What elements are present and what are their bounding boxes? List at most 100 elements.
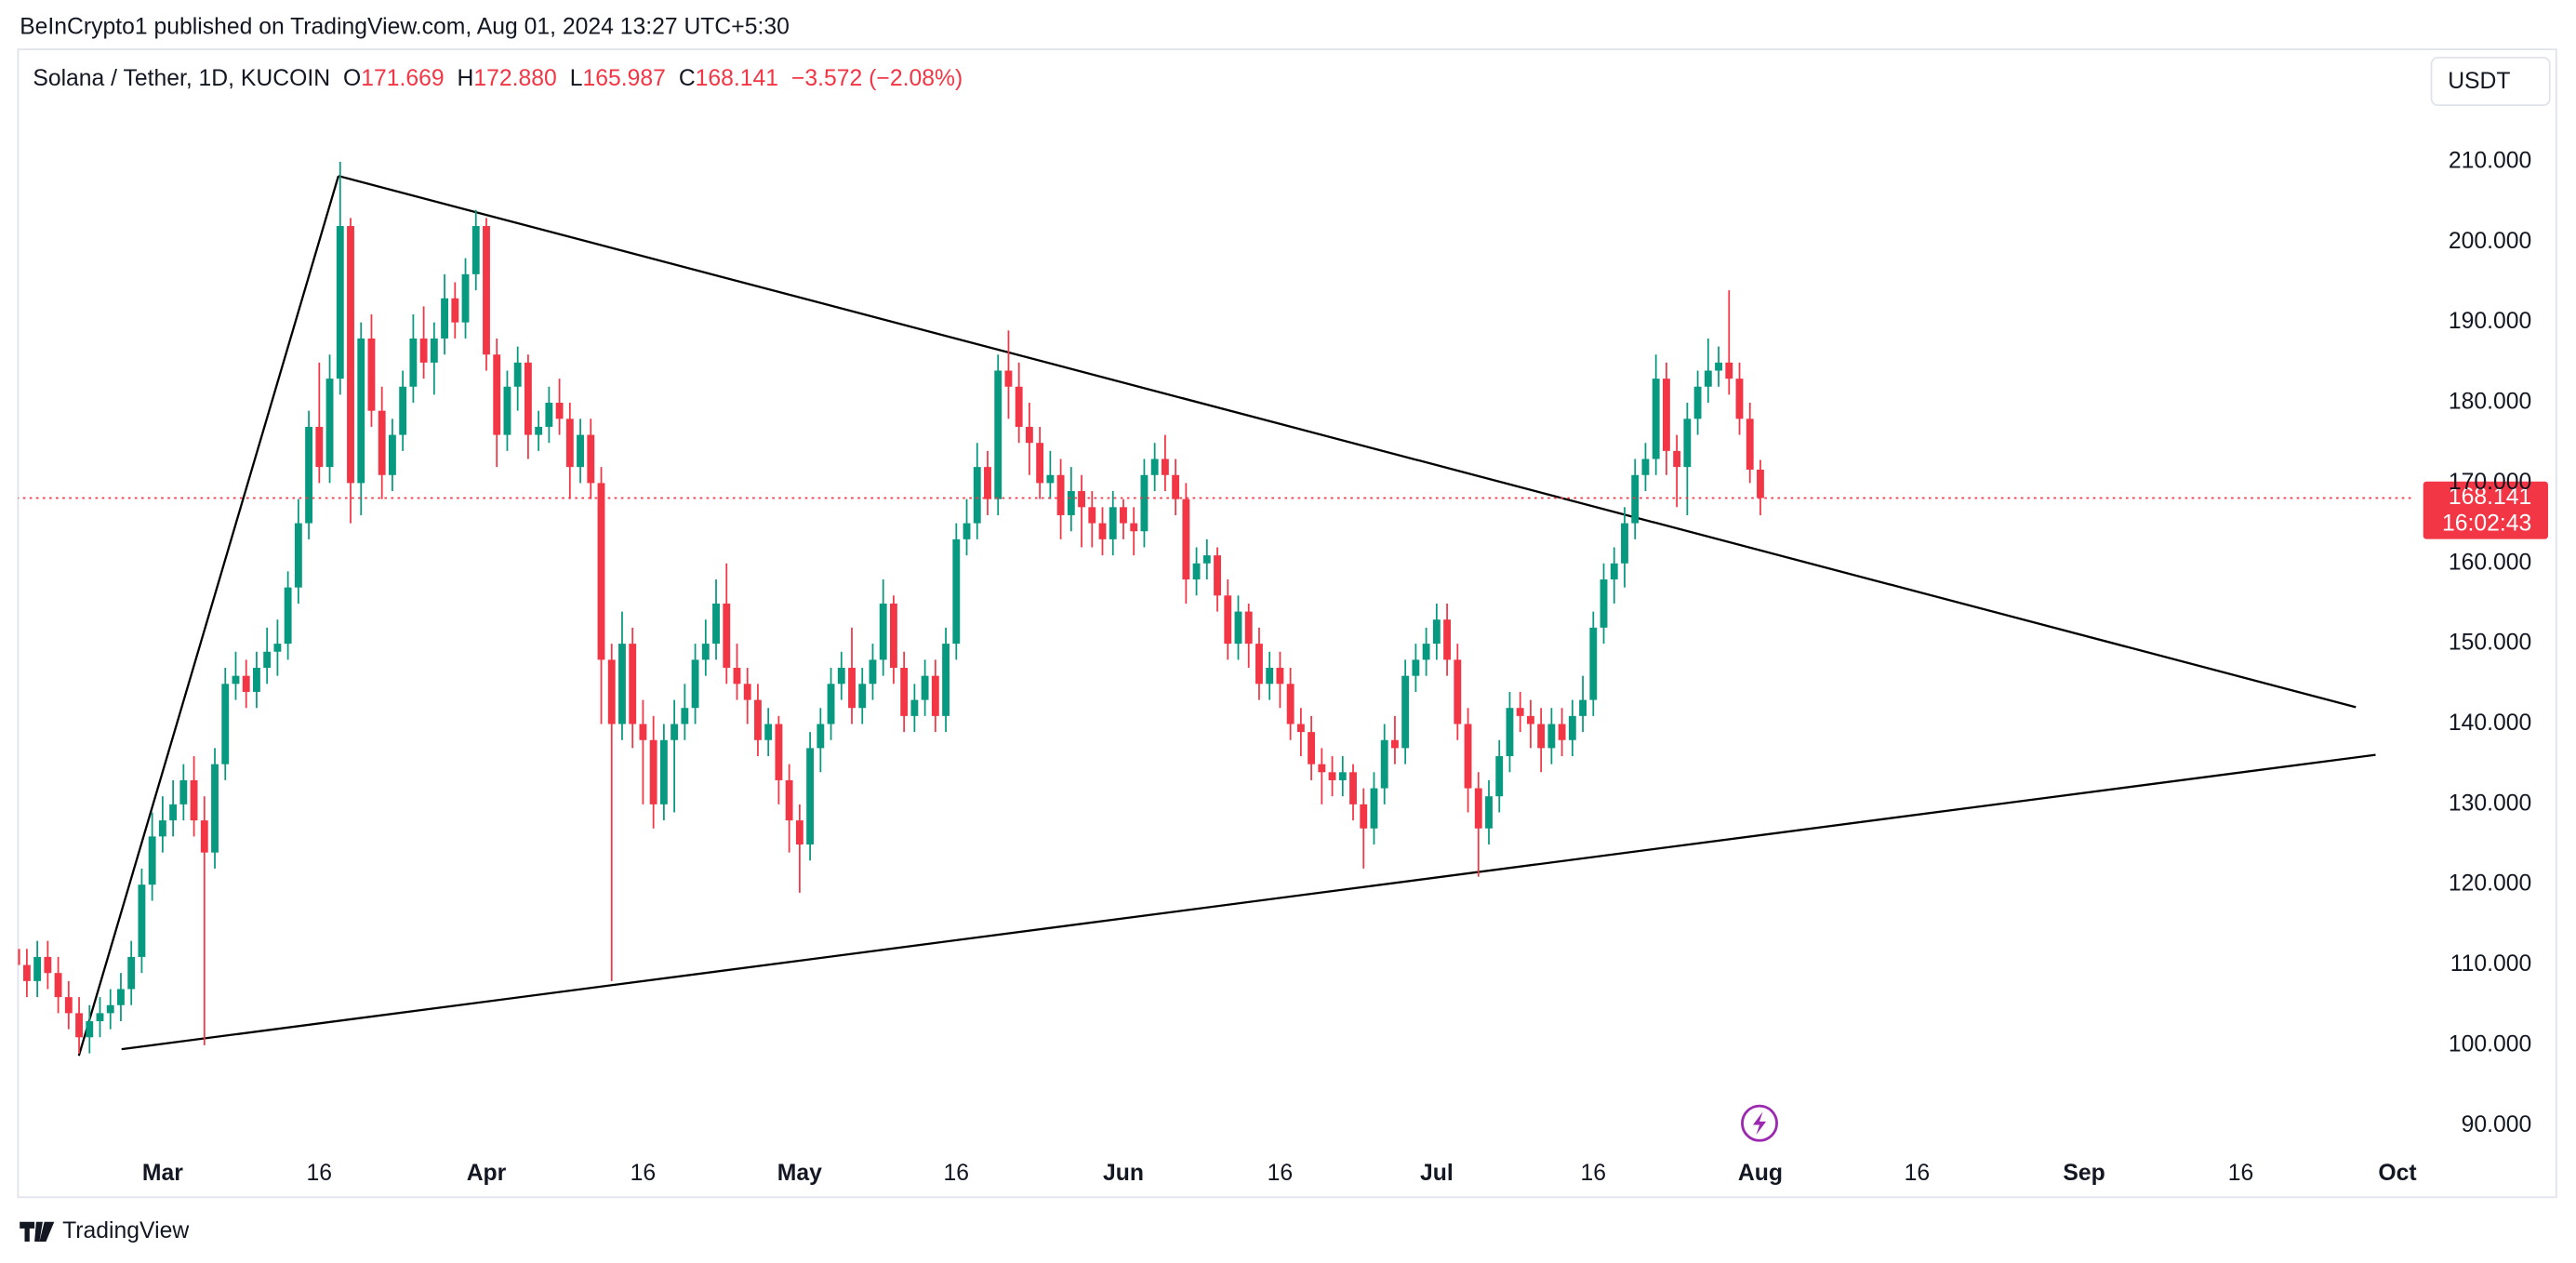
candle-body (388, 434, 396, 475)
candle-body (284, 587, 292, 645)
x-tick-label: Mar (142, 1161, 183, 1186)
candle-body (1516, 708, 1524, 716)
candle-body (827, 684, 835, 725)
candle-body (1182, 499, 1190, 580)
y-tick-label: 90.000 (2462, 1112, 2532, 1137)
candle-body (221, 684, 230, 764)
candle-body (524, 362, 532, 435)
candle-body (545, 403, 553, 427)
y-tick-label: 140.000 (2449, 711, 2531, 736)
publisher-line: BeInCrypto1 published on TradingView.com… (20, 15, 790, 40)
candle-body (190, 779, 198, 821)
candle-body (357, 338, 365, 484)
candle-body (1474, 788, 1482, 829)
symbol: Solana / Tether, 1D, KUCOIN (33, 65, 330, 90)
y-tick-label: 100.000 (2449, 1031, 2531, 1057)
candle-body (513, 362, 522, 387)
candle-body (1715, 362, 1722, 371)
candle-body (1172, 474, 1180, 499)
candle-body (1589, 627, 1598, 700)
candle-body (1266, 668, 1274, 685)
y-tick-label: 200.000 (2449, 229, 2531, 254)
candle-body (1568, 715, 1576, 740)
trend-line (121, 753, 2376, 1051)
candle-body (451, 298, 459, 323)
candle-body (618, 644, 626, 725)
candle-body (1464, 724, 1472, 789)
x-tick-label: Aug (1738, 1161, 1783, 1186)
candle-body (1735, 379, 1744, 419)
legend-value: 171.669 (361, 65, 444, 90)
candle-body (1683, 419, 1692, 468)
candle-body (1537, 724, 1546, 749)
candle-body (493, 354, 501, 435)
candle-body (639, 724, 647, 740)
x-tick-label: 16 (1268, 1161, 1294, 1186)
candle-body (629, 644, 637, 725)
candle-body (1161, 459, 1169, 475)
x-tick-label: 16 (944, 1161, 970, 1186)
candle-body (1308, 732, 1316, 764)
candle-body (1025, 426, 1033, 444)
candle-body (336, 226, 344, 379)
candle-body (1380, 739, 1388, 789)
candle-body (942, 644, 950, 716)
legend-label: O (343, 65, 361, 90)
candle-body (378, 410, 386, 475)
x-tick-label: 16 (2228, 1161, 2254, 1186)
y-tick-label: 160.000 (2449, 550, 2531, 575)
candle-body (858, 684, 867, 709)
candle-body (96, 1013, 104, 1022)
candle-body (64, 997, 73, 1014)
plot-area (18, 161, 2415, 1057)
candle-body (158, 820, 166, 837)
candle-body (200, 820, 208, 853)
candle-body (22, 964, 31, 981)
candle-body (503, 386, 511, 435)
candle-body (1192, 563, 1201, 580)
candle-body (837, 668, 845, 685)
candle-body (1391, 739, 1399, 749)
candle-body (106, 1004, 114, 1014)
candle-body (921, 675, 929, 700)
candle-body (461, 273, 470, 323)
candle-body (535, 426, 543, 435)
candle-body (691, 659, 699, 709)
candle-body (483, 226, 490, 355)
x-tick-label: 16 (1905, 1161, 1931, 1186)
candle-body (910, 699, 919, 716)
candle-body (848, 668, 856, 709)
candle-body (1662, 379, 1670, 451)
x-tick-label: Jul (1420, 1161, 1454, 1186)
y-tick-label: 190.000 (2449, 309, 2531, 334)
candle-body (1746, 419, 1754, 470)
candle-body (1370, 788, 1378, 829)
candle-body (315, 426, 324, 468)
candle-body (1526, 715, 1534, 725)
candle-body (471, 226, 480, 274)
candle-body (1641, 459, 1650, 475)
candle-body (1244, 611, 1253, 645)
x-tick-label: Oct (2378, 1161, 2416, 1186)
candle-body (1547, 724, 1556, 749)
candle-body (18, 949, 20, 965)
candle-body (775, 724, 783, 780)
candle-body (931, 675, 939, 716)
candle-body (1098, 523, 1107, 539)
candle-body (253, 668, 260, 692)
candle-body (879, 603, 887, 660)
legend-label: H (458, 65, 474, 90)
candle-body (138, 884, 146, 957)
candle-body (733, 668, 741, 685)
candle-body (1360, 804, 1368, 829)
legend-value: 168.141 (696, 65, 778, 90)
candle-body (659, 739, 668, 804)
brand-name: TradingView (62, 1218, 189, 1243)
currency-button[interactable] (2430, 57, 2551, 107)
candle-body (723, 603, 731, 669)
trend-line (338, 175, 2357, 709)
ohlc-legend: Solana / Tether, 1D, KUCOIN O171.669 H17… (33, 65, 963, 90)
y-tick-label: 180.000 (2449, 390, 2531, 415)
candle-body (785, 779, 793, 821)
